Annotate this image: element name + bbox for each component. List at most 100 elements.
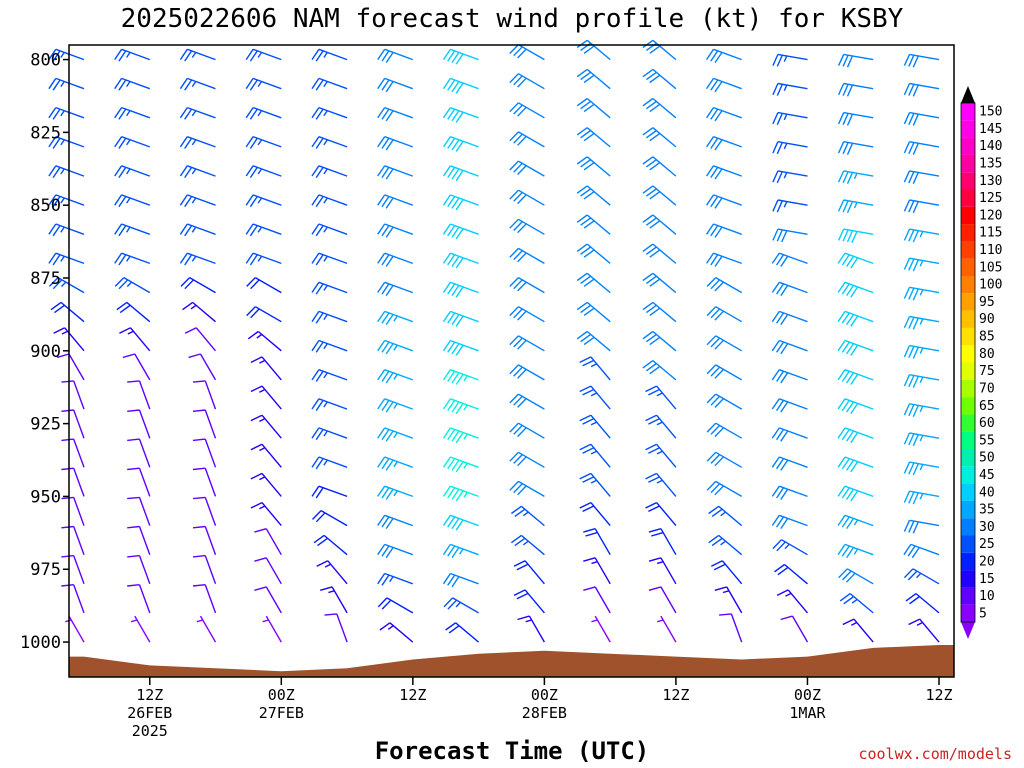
wind-barb: [443, 597, 479, 614]
wind-barb: [509, 451, 545, 468]
colorbar-label: 45: [979, 468, 995, 483]
wind-barb: [442, 543, 479, 559]
wind-barb: [903, 170, 940, 184]
wind-barb: [379, 622, 414, 643]
wind-barb: [311, 339, 348, 353]
wind-barb: [188, 353, 217, 381]
wind-barbs-layer: [48, 39, 940, 643]
wind-barb: [114, 252, 151, 266]
wind-barb: [48, 223, 85, 237]
colorbar-label: 90: [979, 312, 995, 327]
y-tick-label: 950: [30, 487, 61, 507]
wind-barb: [442, 310, 479, 327]
wind-barb: [127, 496, 151, 526]
wind-barb: [245, 77, 282, 91]
colorbar-swatch: [961, 310, 975, 328]
x-tick-label: 12Z: [136, 686, 163, 704]
wind-barb: [48, 276, 85, 294]
colorbar-label: 110: [979, 243, 1002, 258]
wind-barb: [377, 106, 414, 122]
colorbar-swatch: [961, 154, 975, 173]
wind-barb: [313, 534, 348, 556]
wind-barb: [576, 214, 611, 235]
wind-barb: [837, 53, 874, 68]
wind-barb: [311, 398, 348, 411]
wind-barb: [377, 310, 414, 326]
wind-barb: [311, 223, 348, 237]
wind-barb: [645, 414, 677, 439]
y-axis: 800 825 850 875 900 925 950 975 1000: [20, 51, 69, 653]
wind-barb: [576, 272, 611, 294]
colorbar-label: 50: [979, 451, 995, 466]
wind-barb: [48, 106, 85, 120]
terrain-fill: [69, 645, 954, 677]
wind-barb: [837, 199, 874, 214]
wind-barb: [903, 461, 940, 476]
colorbar-label: 65: [979, 399, 995, 414]
wind-barb: [377, 543, 414, 559]
x-tick-label: 12Z: [399, 686, 426, 704]
wind-barb: [513, 560, 545, 585]
wind-barb: [442, 514, 479, 531]
wind-barb: [245, 252, 282, 266]
wind-barb: [179, 136, 216, 149]
y-tick-label: 850: [30, 196, 61, 216]
wind-barb: [509, 276, 545, 294]
wind-barb: [377, 514, 414, 529]
wind-barb: [509, 73, 545, 90]
wind-barb: [771, 456, 808, 471]
wind-barb: [114, 48, 151, 62]
wind-barb: [583, 557, 611, 585]
wind-barb: [642, 272, 677, 294]
wind-barb: [245, 194, 282, 208]
colorbar-swatch: [961, 500, 975, 519]
wind-barb: [254, 557, 282, 585]
wind-barb: [311, 369, 348, 382]
wind-barb: [903, 344, 940, 359]
wind-barb: [642, 360, 677, 381]
wind-barb: [179, 194, 216, 208]
colorbar-swatch: [961, 224, 975, 242]
colorbar-swatch: [961, 258, 975, 276]
colorbar: 5 10 15 20 25 30 35 40 45 50 55 60 65 70 75 80 85 90 95 100…: [960, 86, 1002, 639]
colorbar-swatch: [961, 120, 975, 138]
wind-barb: [576, 301, 611, 323]
y-tick-label: 975: [30, 560, 61, 580]
y-tick-label: 900: [30, 342, 61, 362]
colorbar-swatch: [961, 206, 975, 225]
wind-barb: [576, 68, 611, 90]
wind-barb: [837, 398, 874, 415]
wind-barb: [311, 485, 348, 499]
wind-barb: [377, 485, 414, 500]
wind-barb: [583, 586, 611, 614]
wind-barb: [838, 568, 874, 585]
wind-barb: [48, 194, 85, 208]
x-tick-label: 27FEB: [259, 704, 304, 722]
x-tick-label: 26FEB: [127, 704, 172, 722]
wind-barb: [837, 141, 874, 155]
wind-barb: [837, 427, 874, 444]
wind-barb: [442, 77, 479, 94]
wind-barb: [442, 136, 479, 152]
colorbar-label: 60: [979, 416, 995, 431]
wind-barb: [442, 339, 479, 356]
colorbar-swatch: [961, 397, 975, 415]
wind-barb: [771, 339, 808, 355]
wind-barb: [517, 615, 546, 643]
wind-barb: [509, 335, 545, 352]
wind-barb: [114, 106, 151, 120]
colorbar-label: 100: [979, 278, 1002, 293]
wind-barb: [708, 534, 743, 556]
colorbar-swatch: [961, 276, 975, 294]
wind-barb: [311, 456, 348, 470]
y-tick-label: 800: [30, 51, 61, 71]
wind-barb: [642, 330, 677, 352]
wind-barb: [48, 77, 85, 91]
wind-barb: [311, 252, 348, 266]
wind-barb: [642, 185, 677, 206]
colorbar-label: 140: [979, 139, 1002, 154]
wind-barb: [246, 276, 282, 294]
x-tick-label: 00Z: [794, 686, 821, 704]
colorbar-frame: [960, 102, 976, 623]
wind-barb: [648, 528, 677, 556]
